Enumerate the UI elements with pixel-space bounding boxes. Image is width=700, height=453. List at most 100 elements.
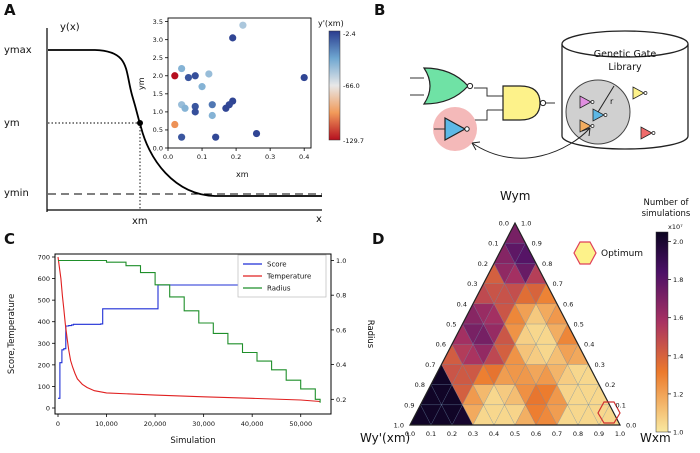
ternary-bottom-tick-label: 0.2 [447,430,457,438]
ternary-left-tick-label: 0.6 [436,341,446,349]
ternary-bottom-tick-label: 0.0 [405,430,415,438]
d-colorbar-title-2: simulations [642,209,691,219]
ym-label: ym [4,118,20,129]
d-colorbar-tick-label: 2.0 [673,238,683,246]
panel-d: D 0.0 0.0 0.0 0.1 0.1 0.1 0.2 0.2 0.2 0.3 0.3 0.3 0.… [360,189,691,445]
ternary-right-tick-label: 1.0 [521,220,531,228]
d-colorbar-tick-label: 1.4 [673,352,683,360]
ternary-right-tick-label: 0.8 [542,260,552,268]
c-right-tick-label: 0.2 [336,396,346,404]
c-left-tick-label: 500 [38,297,50,305]
c-x-tick-label: 40,000 [241,420,264,428]
inflection-point [137,120,143,126]
inset-y-tick-label: 0.0 [153,144,163,152]
inset-scatter-point [191,108,199,116]
ternary-bottom-tick-label: 0.4 [489,430,499,438]
ternary-gridline [472,283,547,426]
ternary-frame [409,221,621,426]
inset-scatter-point [239,21,247,29]
ternary-gridline [441,364,474,426]
ternary-left-tick-label: 0.3 [467,280,477,288]
ternary-gridline [504,243,600,426]
optimum-legend-label: Optimum [601,249,643,259]
panel-b: B Genetic Gate Library r [374,1,689,159]
ternary-right-label: Wxm [640,431,671,445]
swap-arrow [471,127,591,159]
ternary-bottom-tick-label: 1.0 [615,430,625,438]
library-gate-magenta-bubble [590,100,595,104]
library-title-line1: Genetic Gate [594,49,657,60]
ternary-right-tick-label: 0.9 [532,240,542,248]
inset-scatter-point [222,104,230,112]
ternary-left-tick-label: 0.1 [488,240,498,248]
ternary-left-tick-label: 0.2 [478,260,488,268]
ternary-bottom-tick-label: 0.7 [552,430,562,438]
c-right-tick-label: 0.6 [336,326,346,334]
ternary-gridline [430,243,526,426]
inset-y-tick-label: 1.5 [153,90,163,98]
inset-frame [167,17,312,149]
ternary-gridline [577,384,600,426]
panel-a-x-label: x [316,214,322,225]
c-right-tick-label: 0.8 [336,292,346,300]
inset-scatter-point [171,120,179,129]
inset-y-tick-label: 0.5 [153,126,163,134]
library-gate-orange-bubble [590,124,595,128]
library-gate-orange [579,119,592,133]
ternary-bottom-tick-label: 0.8 [573,430,583,438]
swap-arrowhead-right [581,127,591,137]
inset-y-tick-label: 2.0 [153,72,163,80]
panel-a: A y(x) x ymax ym ymin xm 0.0 0.1 0.2 0.3 0.4… [4,1,364,227]
inset-y-tick-label: 3.5 [153,18,163,26]
inset-colorbar-tick-mid: -66.0 [343,82,360,90]
library-gate-red-bubble [651,131,656,135]
series-radius-line [58,259,321,403]
inset-y-tick-label: 3.0 [153,36,163,44]
inset-y-label: ym [137,77,146,90]
d-colorbar [655,231,669,433]
inset-x-label: xm [236,170,249,179]
panel-c-letter: C [4,230,15,248]
ternary-left-tick-label: 0.4 [457,300,467,308]
ternary-gridline [535,344,579,426]
ternary-bottom-tick-label: 0.9 [594,430,604,438]
inset-colorbar-tick-top: -2.4 [343,30,356,38]
ternary-right-tick-label: 0.0 [626,422,636,430]
library-gate-yellow [632,86,645,100]
inset-x-tick-label: 0.4 [299,153,309,161]
panel-a-y-label: y(x) [60,22,80,33]
d-colorbar-tick-label: 1.2 [673,390,683,398]
panel-c: C 0 100 200 300 400 500 600 700 0.2 0.4 0.6 0.8 1.0 0… [4,230,375,446]
ternary-bottom-tick-label: 0.6 [531,430,541,438]
c-x-tick-label: 10,000 [95,420,118,428]
legend-box [237,254,327,298]
panel-b-letter: B [374,1,385,19]
ternary-gridline [430,384,453,426]
c-left-tick-label: 600 [38,275,50,283]
ternary-right-tick-label: 0.1 [616,401,626,409]
legend-label-radius: Radius [267,285,291,293]
inset-scatter-point [178,133,186,141]
radius-label: r [610,97,614,106]
c-left-tick-label: 200 [38,361,50,369]
panel-c-xlabel: Simulation [170,436,215,446]
legend-label-score: Score [267,261,287,269]
inset-scatter-point [181,104,189,112]
optimum-marker [597,401,621,424]
ternary-right-tick-label: 0.5 [574,321,584,329]
radius-line [597,85,615,113]
library-cylinder-top [561,30,689,58]
and-gate-yellow [502,85,541,121]
series-score-line [58,284,321,399]
ternary-left-tick-label: 0.8 [415,381,425,389]
ternary-right-tick-label: 0.3 [595,361,605,369]
ternary-right-tick-label: 0.2 [605,381,615,389]
d-colorbar-tick-label: 1.6 [673,314,683,322]
ternary-right-tick-label: 0.4 [584,341,594,349]
library-gate-red [640,126,653,140]
library-gate-blue-bubble [603,113,608,117]
ternary-gridline [598,404,610,426]
ternary-right-tick-label: 0.7 [553,280,563,288]
inset-x-tick-label: 0.0 [163,153,173,161]
and-gate-yellow-bubble [539,99,547,107]
